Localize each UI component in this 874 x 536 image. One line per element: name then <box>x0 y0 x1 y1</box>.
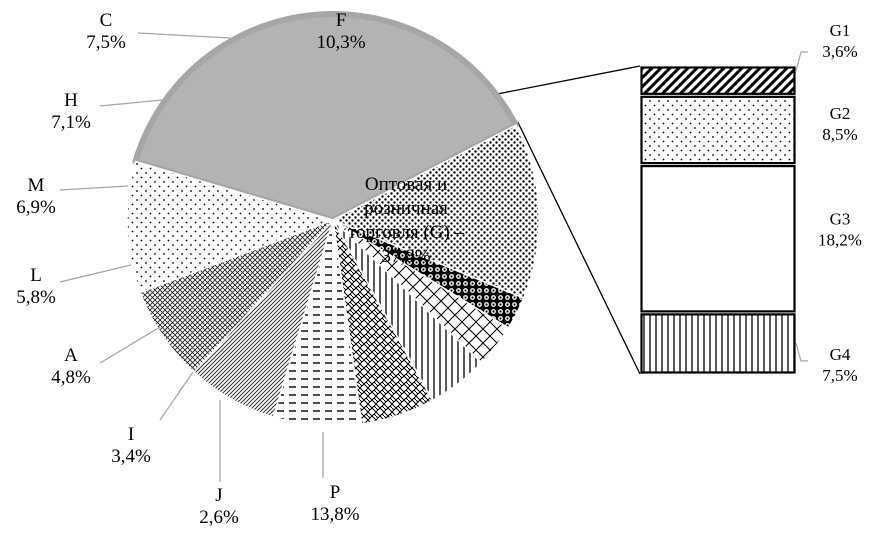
slice-label-J: J 2,6% <box>199 485 239 528</box>
bar-label-G2: G2 8,5% <box>822 104 857 144</box>
slice-label-L: L 5,8% <box>16 265 56 308</box>
slice-label-F: F 10,3% <box>316 10 365 53</box>
slice-label-C: C 7,5% <box>86 10 126 53</box>
leader-line-M <box>59 185 129 191</box>
leader-line-C <box>137 32 231 39</box>
leader-line-G4 <box>795 342 808 362</box>
slice-F <box>126 160 334 294</box>
leader-line-I <box>159 371 194 421</box>
bar-label-G3: G3 18,2% <box>818 210 862 250</box>
leader-line-L <box>59 264 132 283</box>
pie-slices <box>126 11 540 427</box>
bar-segment-G1 <box>640 66 796 95</box>
slice-C <box>139 219 334 373</box>
bar-segment-G4 <box>640 313 796 374</box>
slice-P <box>332 124 540 299</box>
slice-label-P: P 13,8% <box>310 482 359 525</box>
bar-segment-G2 <box>640 95 796 165</box>
leader-line-G1 <box>795 51 808 72</box>
slice-label-G: Оптовая и розничная торговля (G) –37,8% <box>348 174 465 267</box>
leader-lines <box>59 32 808 482</box>
slice-label-I: I 3,4% <box>111 424 151 467</box>
slice-label-M: M 6,9% <box>16 175 56 218</box>
connector-bottom <box>517 121 641 375</box>
slice-label-H: H 7,1% <box>51 90 91 133</box>
bar-label-G1: G1 3,6% <box>822 21 857 61</box>
bar-label-G4: G4 7,5% <box>822 345 857 385</box>
leader-line-H <box>99 99 163 107</box>
slice-label-A: A 4,8% <box>51 345 91 388</box>
slice-labels: Оптовая и розничная торговля (G) –37,8% P 13… <box>16 10 862 528</box>
bar-segment-G3 <box>640 164 796 313</box>
breakdown-bar <box>640 66 796 374</box>
leader-line-A <box>99 326 161 364</box>
slice-G <box>132 11 519 223</box>
